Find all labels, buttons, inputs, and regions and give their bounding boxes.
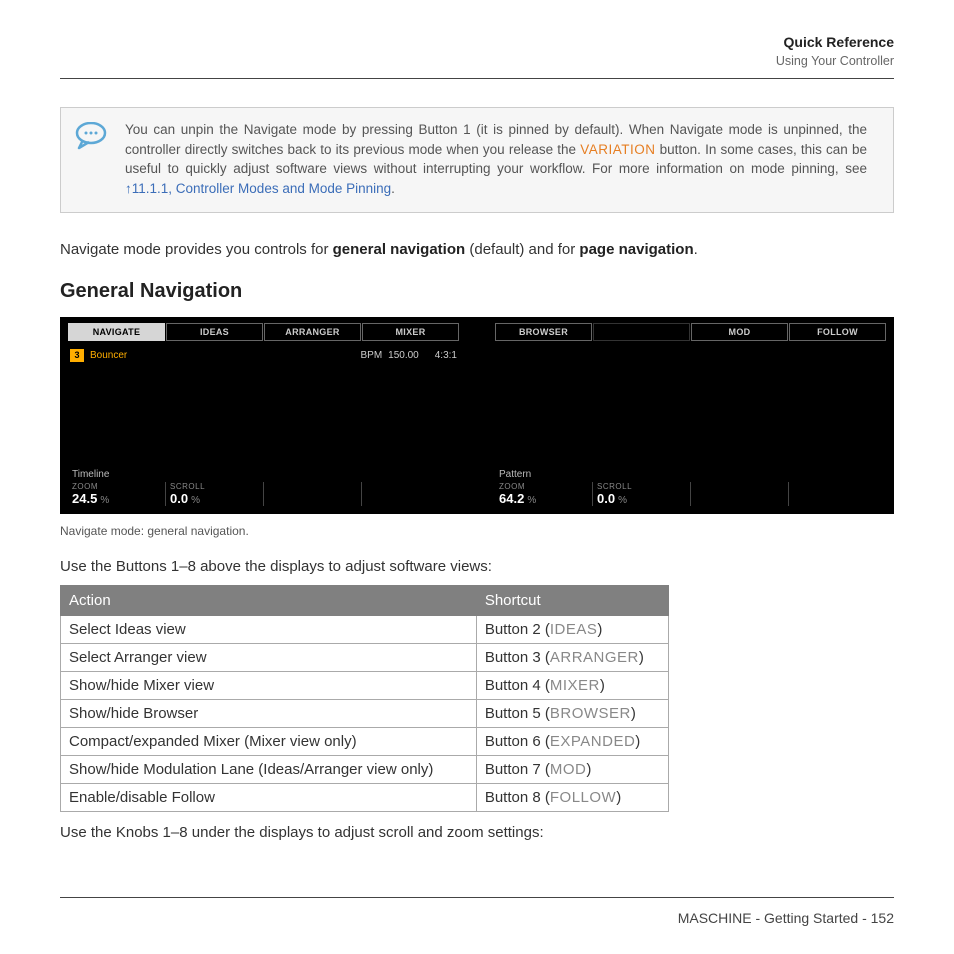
intro-paragraph: Navigate mode provides you controls for …	[60, 241, 894, 258]
left-knobs: ZOOM 24.5% SCROLL 0.0%	[68, 482, 459, 506]
right-content-area	[495, 367, 886, 465]
time-signature: 4:3:1	[435, 350, 457, 361]
figure-caption: Navigate mode: general navigation.	[60, 524, 894, 538]
right-display: BROWSER MOD FOLLOW Pattern ZOOM 64.2% SC…	[495, 323, 886, 506]
knob-zoom-right: ZOOM 64.2%	[495, 482, 592, 506]
tab-mixer: MIXER	[362, 323, 459, 341]
th-shortcut: Shortcut	[476, 586, 668, 616]
cell-action: Show/hide Browser	[61, 700, 477, 728]
cell-action: Select Arranger view	[61, 644, 477, 672]
bpm-label: BPM	[360, 350, 382, 361]
instruction-1: Use the Buttons 1–8 above the displays t…	[60, 558, 894, 575]
right-knobs: ZOOM 64.2% SCROLL 0.0%	[495, 482, 886, 506]
tab-arranger: ARRANGER	[264, 323, 361, 341]
cell-shortcut: Button 6 (EXPANDED)	[476, 728, 668, 756]
page-header: Quick Reference Using Your Controller	[60, 34, 894, 68]
cell-action: Enable/disable Follow	[61, 784, 477, 812]
knob-scroll-left: SCROLL 0.0%	[165, 482, 263, 506]
cell-action: Compact/expanded Mixer (Mixer view only)	[61, 728, 477, 756]
tab-browser: BROWSER	[495, 323, 592, 341]
right-tabs: BROWSER MOD FOLLOW	[495, 323, 886, 341]
th-action: Action	[61, 586, 477, 616]
cell-shortcut: Button 8 (FOLLOW)	[476, 784, 668, 812]
tab-navigate: NAVIGATE	[68, 323, 165, 341]
tab-empty	[593, 323, 690, 341]
speech-bubble-icon	[75, 120, 111, 198]
footer: MASCHINE - Getting Started - 152	[60, 897, 894, 926]
knob-zoom-left: ZOOM 24.5%	[68, 482, 165, 506]
footer-text: MASCHINE - Getting Started - 152	[60, 910, 894, 926]
bpm-value: 150.00	[388, 350, 419, 361]
cell-shortcut: Button 7 (MOD)	[476, 756, 668, 784]
section-heading: General Navigation	[60, 280, 894, 303]
left-content-area	[68, 367, 459, 465]
footer-divider	[60, 897, 894, 898]
tab-follow: FOLLOW	[789, 323, 886, 341]
cell-shortcut: Button 3 (ARRANGER)	[476, 644, 668, 672]
table-row: Select Ideas viewButton 2 (IDEAS)	[61, 616, 669, 644]
table-row: Show/hide BrowserButton 5 (BROWSER)	[61, 700, 669, 728]
table-row: Show/hide Mixer viewButton 4 (MIXER)	[61, 672, 669, 700]
header-title: Quick Reference	[60, 34, 894, 50]
cell-action: Show/hide Mixer view	[61, 672, 477, 700]
tip-callout: You can unpin the Navigate mode by press…	[60, 107, 894, 213]
tip-tail: .	[391, 181, 395, 196]
right-status-row	[495, 347, 886, 363]
cell-action: Show/hide Modulation Lane (Ideas/Arrange…	[61, 756, 477, 784]
bold-page-nav: page navigation	[579, 241, 693, 258]
table-row: Show/hide Modulation Lane (Ideas/Arrange…	[61, 756, 669, 784]
group-name: Bouncer	[90, 350, 127, 361]
knob-scroll-right: SCROLL 0.0%	[592, 482, 690, 506]
header-subtitle: Using Your Controller	[60, 54, 894, 68]
table-row: Compact/expanded Mixer (Mixer view only)…	[61, 728, 669, 756]
cell-shortcut: Button 2 (IDEAS)	[476, 616, 668, 644]
table-row: Select Arranger viewButton 3 (ARRANGER)	[61, 644, 669, 672]
left-scene-label: Timeline	[72, 469, 459, 480]
shortcuts-table: Action Shortcut Select Ideas viewButton …	[60, 585, 669, 812]
tab-mod: MOD	[691, 323, 788, 341]
cell-shortcut: Button 4 (MIXER)	[476, 672, 668, 700]
left-display: NAVIGATE IDEAS ARRANGER MIXER 3 Bouncer …	[68, 323, 459, 506]
group-number: 3	[70, 349, 84, 362]
tab-ideas: IDEAS	[166, 323, 263, 341]
header-divider	[60, 78, 894, 79]
bold-general-nav: general navigation	[333, 241, 466, 258]
instruction-2: Use the Knobs 1–8 under the displays to …	[60, 824, 894, 841]
cross-reference-link[interactable]: ↑11.1.1, Controller Modes and Mode Pinni…	[125, 181, 391, 196]
left-tabs: NAVIGATE IDEAS ARRANGER MIXER	[68, 323, 459, 341]
table-row: Enable/disable FollowButton 8 (FOLLOW)	[61, 784, 669, 812]
cell-shortcut: Button 5 (BROWSER)	[476, 700, 668, 728]
variation-label: VARIATION	[580, 142, 655, 157]
status-row: 3 Bouncer BPM 150.00 4:3:1	[68, 347, 459, 363]
controller-display-screenshot: NAVIGATE IDEAS ARRANGER MIXER 3 Bouncer …	[60, 317, 894, 514]
cell-action: Select Ideas view	[61, 616, 477, 644]
right-scene-label: Pattern	[499, 469, 886, 480]
tip-text: You can unpin the Navigate mode by press…	[125, 120, 867, 198]
